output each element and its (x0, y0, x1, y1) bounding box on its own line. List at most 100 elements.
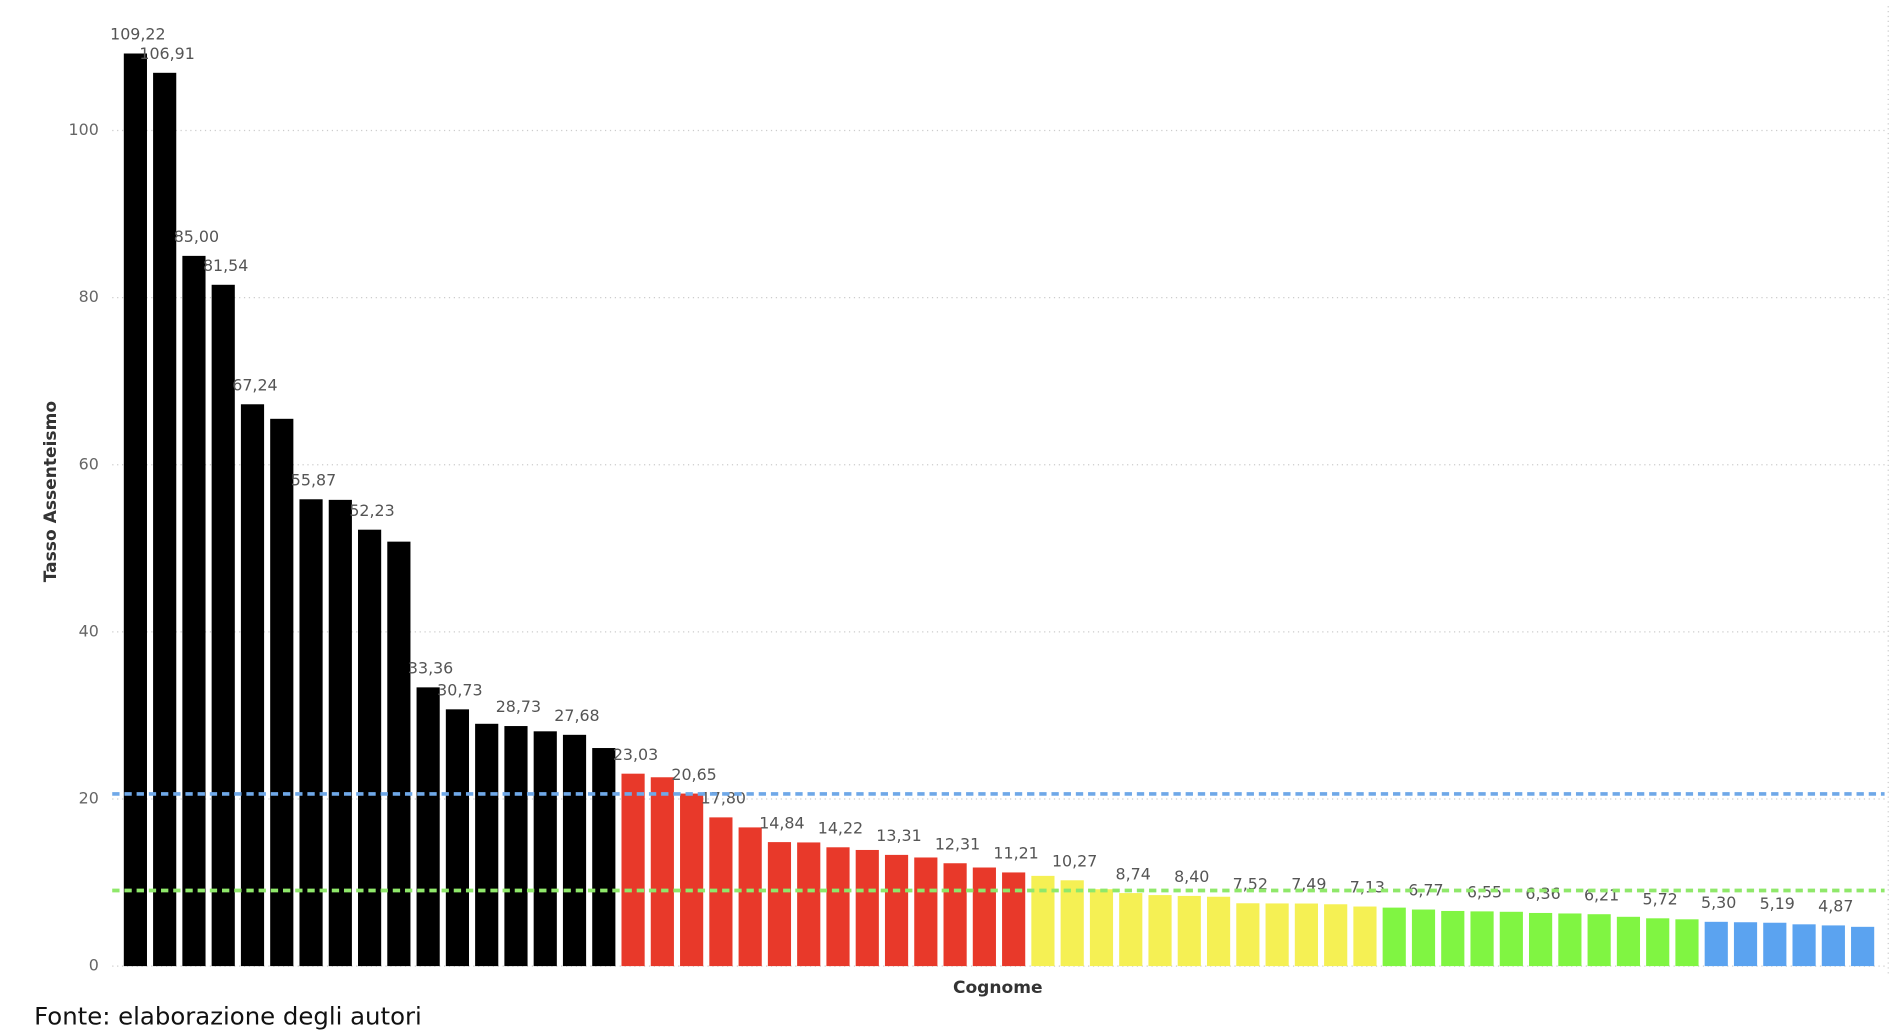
value-label: 106,91 (139, 44, 194, 63)
y-tick-label: 40 (79, 621, 99, 640)
source-note: Fonte: elaborazione degli autori (34, 1001, 422, 1030)
bar (1821, 925, 1845, 967)
value-label: 14,22 (818, 818, 863, 837)
bar (650, 777, 674, 967)
bar (299, 499, 323, 967)
bar (1558, 913, 1582, 967)
bar (153, 72, 177, 967)
x-axis-title: Cognome (953, 978, 1043, 998)
value-label: 55,87 (291, 470, 336, 489)
bar (504, 726, 528, 967)
bar (562, 734, 587, 967)
bar (533, 731, 557, 967)
value-label: 6,21 (1584, 885, 1619, 904)
bar (1411, 909, 1436, 967)
value-label: 6,36 (1525, 884, 1560, 903)
bar (1851, 926, 1875, 967)
value-label: 8,40 (1174, 867, 1209, 886)
bar (826, 847, 850, 967)
bar (1324, 904, 1348, 967)
value-label: 52,23 (349, 501, 394, 520)
bar (767, 842, 792, 967)
bar (445, 709, 470, 967)
bar (1441, 910, 1465, 967)
value-label: 5,19 (1760, 894, 1795, 913)
bar (592, 748, 616, 967)
value-label: 7,13 (1350, 878, 1385, 897)
bar (1089, 889, 1114, 967)
bar (1236, 903, 1260, 967)
bar (680, 793, 704, 967)
bar (1382, 907, 1406, 967)
y-tick-label: 80 (79, 287, 99, 306)
bar (1733, 922, 1758, 967)
value-label: 5,30 (1701, 893, 1736, 912)
bar (123, 53, 147, 967)
value-label: 81,54 (203, 256, 248, 275)
value-label: 5,72 (1642, 890, 1677, 909)
bar (475, 723, 499, 967)
y-axis-title: Tasso Assenteismo (41, 401, 61, 582)
bar (1265, 903, 1289, 967)
bar (328, 499, 352, 967)
value-label: 12,31 (935, 834, 980, 853)
value-label: 10,27 (1052, 851, 1097, 870)
value-label: 109,22 (110, 25, 165, 44)
bar (855, 849, 879, 967)
bar (1499, 911, 1523, 967)
bar (1294, 903, 1318, 967)
value-label: 13,31 (876, 826, 921, 845)
bar (1675, 919, 1699, 967)
bar (358, 529, 382, 967)
value-label: 23,03 (613, 745, 658, 764)
bar (1353, 906, 1377, 967)
bar (1616, 916, 1641, 967)
y-tick-label: 100 (69, 120, 99, 139)
value-label: 33,36 (408, 659, 453, 678)
bar (1148, 895, 1172, 967)
value-label: 28,73 (496, 697, 541, 716)
bar (1031, 875, 1055, 967)
bar (1646, 918, 1670, 967)
value-label: 67,24 (232, 375, 277, 394)
bar (1763, 922, 1787, 967)
bar (1704, 921, 1728, 967)
value-label: 17,80 (701, 789, 746, 808)
bar (943, 863, 967, 967)
bar (884, 854, 909, 967)
bar (797, 842, 821, 967)
bar (1470, 911, 1494, 967)
value-label: 14,84 (759, 813, 804, 832)
value-label: 30,73 (437, 681, 482, 700)
bar (387, 541, 411, 967)
bar (270, 418, 294, 967)
value-label: 6,77 (1408, 881, 1443, 900)
value-label: 8,74 (1116, 864, 1151, 883)
bar (1060, 880, 1084, 967)
bar (182, 255, 206, 967)
bar (709, 817, 733, 967)
bar (1792, 924, 1816, 967)
y-tick-label: 0 (89, 956, 99, 975)
value-label: 20,65 (671, 765, 716, 784)
bar (972, 867, 996, 967)
value-label: 4,87 (1818, 897, 1853, 916)
bar (738, 827, 762, 967)
bar (1587, 914, 1611, 967)
bar (621, 773, 645, 967)
bar (1529, 912, 1553, 967)
y-tick-label: 60 (79, 454, 99, 473)
bar (914, 857, 938, 967)
value-label: 85,00 (174, 227, 219, 246)
bar (240, 404, 265, 967)
bar (1206, 896, 1231, 967)
bar (416, 687, 440, 967)
value-label: 11,21 (993, 844, 1038, 863)
bar (1119, 893, 1143, 967)
value-label: 27,68 (554, 706, 599, 725)
bar (1002, 872, 1026, 967)
bar (1177, 895, 1201, 967)
y-tick-label: 20 (79, 788, 99, 807)
